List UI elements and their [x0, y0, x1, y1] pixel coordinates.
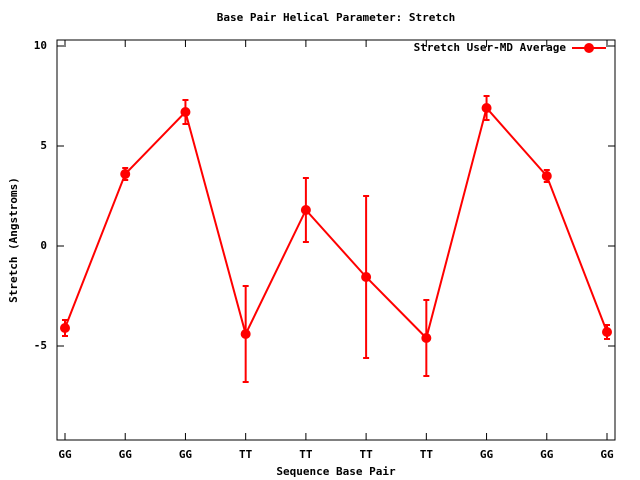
- plot-frame: [56, 39, 616, 441]
- y-axis-label: Stretch (Angstroms): [7, 177, 20, 303]
- point: [240, 329, 251, 339]
- x-tick-label: TT: [239, 448, 253, 461]
- point: [300, 205, 311, 215]
- point: [60, 323, 70, 333]
- x-tick-label: GG: [179, 448, 193, 461]
- x-tick-label: TT: [420, 448, 434, 461]
- x-tick-label: GG: [119, 448, 133, 461]
- point: [421, 333, 432, 343]
- point: [541, 171, 552, 181]
- x-tick-label: GG: [540, 448, 554, 461]
- legend-marker: [584, 43, 594, 53]
- chart-title: Base Pair Helical Parameter: Stretch: [217, 11, 455, 24]
- point: [180, 107, 191, 117]
- x-tick-label: GG: [58, 448, 72, 461]
- point: [361, 272, 372, 282]
- point: [602, 327, 612, 337]
- point: [481, 103, 492, 113]
- y-tick-label: 0: [40, 239, 47, 252]
- y-tick-label: -5: [34, 339, 47, 352]
- y-tick-label: 10: [34, 39, 47, 52]
- series-line: [64, 105, 608, 340]
- point: [120, 169, 131, 179]
- y-tick-label: 5: [40, 139, 47, 152]
- x-axis-label: Sequence Base Pair: [276, 465, 396, 478]
- legend-label: Stretch User-MD Average: [414, 41, 567, 54]
- x-tick-label: TT: [359, 448, 373, 461]
- x-tick-label: GG: [480, 448, 494, 461]
- x-tick-label: TT: [299, 448, 313, 461]
- x-tick-label: GG: [600, 448, 614, 461]
